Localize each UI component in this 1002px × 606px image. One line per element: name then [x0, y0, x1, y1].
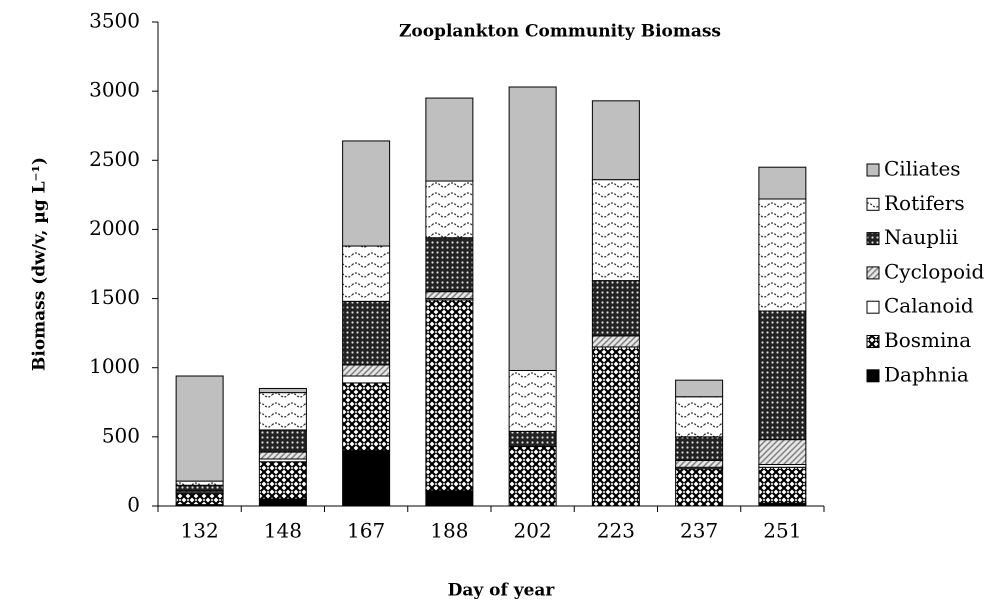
y-tick-label: 1500 [89, 285, 140, 309]
x-tick-label: 237 [680, 519, 718, 543]
chart-title: Zooplankton Community Biomass [399, 22, 721, 42]
bar-segment [508, 369, 557, 432]
bar-segment [175, 484, 224, 492]
bar-segment [342, 382, 391, 452]
bar-segment [175, 375, 224, 482]
bar-segment [258, 451, 307, 460]
bar-segment [758, 310, 807, 441]
bar-segment [508, 446, 557, 507]
bar-segment [175, 493, 224, 506]
bar-segment [758, 198, 807, 312]
x-tick-label: 148 [264, 519, 302, 543]
y-tick-label: 3500 [89, 9, 140, 33]
bar-segment [258, 498, 307, 507]
legend-swatch [866, 369, 880, 383]
bar-segment [675, 379, 724, 398]
y-tick-label: 2500 [89, 147, 140, 171]
legend-swatch [866, 232, 880, 246]
bar-segment [425, 180, 474, 239]
legend-label: Calanoid [884, 294, 974, 318]
bar-segment [342, 300, 391, 366]
bar-segment [258, 429, 307, 453]
x-tick-label: 188 [430, 519, 468, 543]
bar-segment [508, 430, 557, 448]
legend-label: Cyclopoid [884, 259, 984, 283]
bar-segment [342, 364, 391, 377]
y-tick-label: 500 [102, 423, 140, 447]
bar-segment [258, 392, 307, 431]
y-axis-label: Biomass (dw/v, µg L⁻¹) [30, 157, 50, 371]
bar-segment [425, 299, 474, 492]
bar-segment [425, 490, 474, 507]
bar-segment [425, 237, 474, 293]
legend-label: Daphnia [884, 362, 969, 386]
bar-segment [342, 375, 391, 384]
bar-segment [675, 396, 724, 438]
bar-segment [425, 97, 474, 182]
y-tick-label: 1000 [89, 354, 140, 378]
bar-segment [175, 480, 224, 486]
x-tick-label: 251 [763, 519, 801, 543]
legend-label: Bosmina [884, 328, 971, 352]
bar-segment [758, 439, 807, 466]
bar-segment [342, 140, 391, 247]
x-axis-label: Day of year [448, 581, 556, 601]
legend-swatch [866, 163, 880, 177]
bar-segment [591, 335, 640, 348]
bar-segment [591, 100, 640, 181]
bar-segment [758, 466, 807, 504]
bar-segment [342, 245, 391, 302]
bar-segment [508, 86, 557, 371]
legend-label: Rotifers [884, 191, 965, 215]
x-tick-label: 202 [514, 519, 552, 543]
bar-segment [591, 179, 640, 282]
bar-segment [258, 387, 307, 394]
bar-segment [591, 280, 640, 337]
legend-swatch [866, 300, 880, 314]
legend-label: Ciliates [884, 157, 961, 181]
bar-segment [758, 166, 807, 200]
y-tick-label: 0 [127, 493, 140, 517]
y-tick-label: 3000 [89, 78, 140, 102]
bar-segment [675, 436, 724, 461]
bar-segment [342, 450, 391, 507]
x-tick-label: 223 [597, 519, 635, 543]
bar-segment [675, 468, 724, 507]
x-tick-label: 132 [181, 519, 219, 543]
bar-segment [258, 461, 307, 500]
legend-label: Nauplii [884, 225, 958, 249]
legend-swatch [866, 335, 880, 348]
legend-swatch [866, 266, 880, 280]
bar-segment [425, 291, 474, 300]
bar-segment [591, 346, 640, 507]
x-tick-label: 167 [347, 519, 385, 543]
y-tick-label: 2000 [89, 216, 140, 240]
bar-segment [675, 459, 724, 468]
legend-swatch [866, 197, 880, 211]
